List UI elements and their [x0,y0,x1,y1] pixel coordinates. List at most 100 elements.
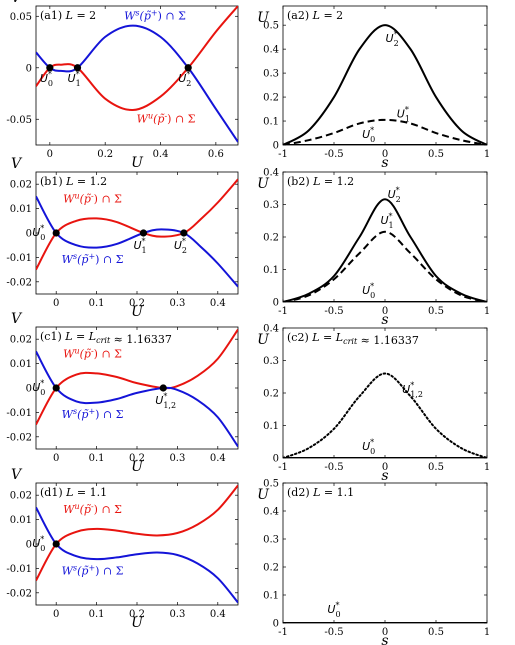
series-line [283,230,487,302]
y-tick-label: 0.3 [263,356,279,367]
y-tick-label: -0.02 [6,277,32,288]
x-tick-label: 0.5 [428,149,444,160]
x-axis-label: U [131,304,144,320]
annotation-label: Wu(p̃-) ∩ Σ [137,111,196,125]
y-tick-label: 0.1 [263,265,279,276]
y-tick-label: 0.02 [10,180,32,191]
x-tick-label: 0 [382,306,388,317]
x-tick-label: 0.1 [89,298,105,309]
y-tick-label: 0 [26,384,32,395]
x-tick-label: -0.5 [324,149,343,160]
axes-frame [282,327,488,459]
y-tick-label: -0.01 [6,408,32,419]
series-group [36,6,238,143]
series-group [36,484,238,604]
x-axis-label: s [381,633,388,645]
y-tick-label: 0.01 [10,204,32,215]
x-tick-label: 0.4 [210,453,226,464]
point-label: U* 1 [133,237,146,255]
y-tick-label: 0.2 [263,93,279,104]
annotation-label: Ws(p̃+) ∩ Σ [124,8,186,22]
y-tick-label: 0.3 [263,69,279,80]
annotation-label: U* 0 [327,601,340,619]
x-tick-label: 0.1 [89,609,105,620]
y-tick-label: -0.02 [6,432,32,443]
x-tick-label: 0.2 [129,298,145,309]
series-line [36,350,238,448]
x-tick-label: 1 [484,149,490,160]
x-tick-label: 0.6 [208,149,224,160]
x-tick-label: -1 [278,149,288,160]
series-line [36,6,238,111]
x-tick-label: 1 [484,306,490,317]
axes-frame [35,5,239,146]
y-tick-label: 0.4 [263,324,279,335]
equilibrium-point [52,229,60,237]
y-axis-label: V [11,0,23,6]
x-tick-label: 0.2 [97,149,113,160]
y-axis-label: U [257,176,270,192]
y-tick-label: 0 [273,619,279,630]
annotation-label: Wu(p̃-) ∩ Σ [63,502,122,516]
x-tick-label: -0.5 [324,627,343,638]
annotation-label: U* 0 [362,282,375,300]
x-tick-label: 0.3 [169,609,185,620]
y-tick-label: 0.5 [263,479,279,490]
point-label: U* 0 [40,70,53,88]
annotation-label: U* 1 [397,105,410,123]
panel-b2: -1 -0.5 0 0.5 1 0 0.1 0.2 0.3 0.4 s U (b2) L = 1.2 U*… [257,168,490,329]
x-tick-label: 0.4 [210,298,226,309]
x-axis-label: U [131,615,144,631]
x-tick-label: 0.5 [428,462,444,473]
y-tick-label: 0.02 [10,491,32,502]
axes-frame [282,171,488,303]
panel-label: (c2) L = Lcrit ≈ 1.16337 [287,331,419,347]
panel-label: (b1) L = 1.2 [40,175,107,188]
x-tick-label: 0.4 [153,149,169,160]
panel-a2: -1 -0.5 0 0.5 1 0 0.1 0.2 0.3 0.4 0.5 s U (a2) L = 2 U… [257,5,490,171]
series-group [283,198,487,302]
y-tick-label: 0.4 [263,168,279,179]
y-axis-label: U [257,10,270,26]
panel-label: (a2) L = 2 [287,9,343,22]
series-line [36,506,238,604]
x-tick-label: 0.2 [129,609,145,620]
y-tick-label: 0.2 [263,563,279,574]
x-tick-label: -0.5 [324,306,343,317]
point-label: U* 2 [178,70,191,88]
panel-label: (a1) L = 2 [40,9,96,22]
equilibrium-point [139,229,148,237]
y-tick-label: 0.02 [10,335,32,346]
x-tick-label: 0.2 [129,453,145,464]
annotation-label: Ws(p̃+) ∩ Σ [62,564,124,578]
y-tick-label: 0.1 [263,591,279,602]
y-tick-label: 0 [26,229,32,240]
series-line [283,198,487,302]
y-tick-label: 0.01 [10,359,32,370]
x-tick-label: 0.5 [428,627,444,638]
panel-c2: -1 -0.5 0 0.5 1 0 0.1 0.2 0.3 0.4 s U (c2) L = Lcrit… [257,324,490,485]
y-tick-label: 0.05 [10,12,32,23]
equilibrium-point [159,384,167,392]
equilibrium-point [46,64,54,72]
x-tick-label: -1 [278,462,288,473]
point-label: U* 1,2 [155,392,176,410]
annotation-label: Wu(p̃-) ∩ Σ [63,192,122,206]
annotation-label: U* 2 [388,186,401,204]
x-tick-label: -1 [278,306,288,317]
x-axis-label: s [381,468,388,484]
panel-label: (b2) L = 1.2 [287,175,354,188]
y-tick-label: 0 [273,141,279,152]
point-label: U* 0 [32,224,45,242]
series-line [36,484,238,582]
axes-frame [35,171,239,295]
y-tick-label: 0.2 [263,389,279,400]
y-tick-label: 0.4 [263,507,279,518]
equilibrium-point [52,540,60,548]
x-tick-label: 0 [53,298,59,309]
annotation-label: U* 2 [386,30,399,48]
y-tick-label: 0 [26,540,32,551]
series-group [283,24,487,145]
y-tick-label: 0 [26,63,32,74]
equilibrium-point [184,64,192,72]
